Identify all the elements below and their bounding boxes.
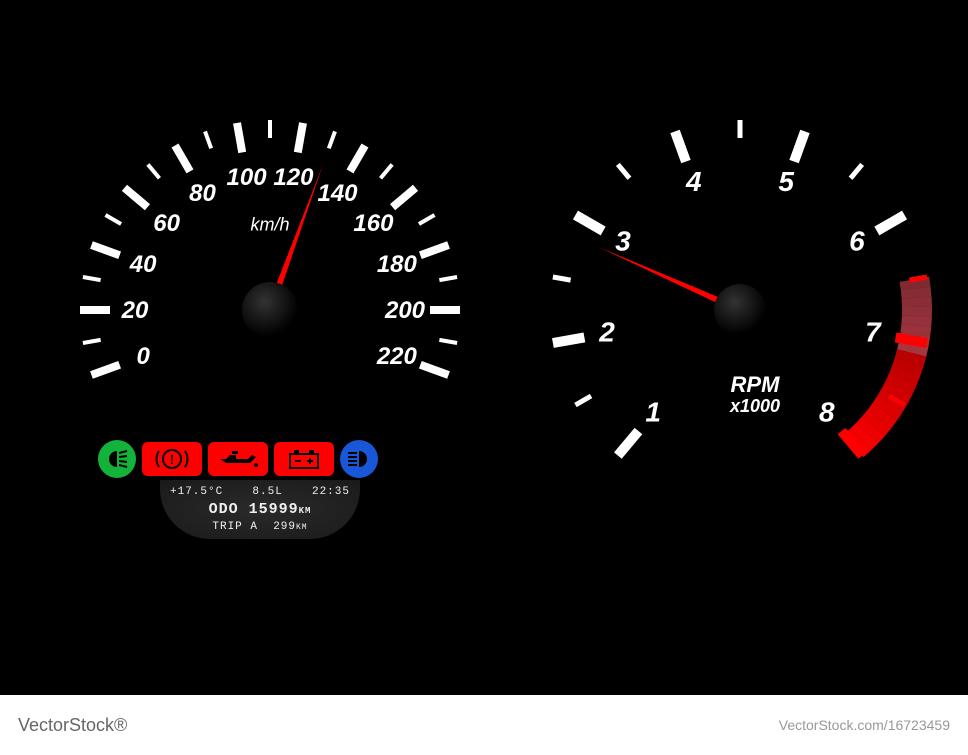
odo-value: 15999	[249, 501, 299, 518]
svg-text:5: 5	[778, 166, 794, 197]
brake-warning-icon: !	[142, 442, 202, 476]
svg-text:1: 1	[645, 396, 661, 427]
footer-brand: VectorStock®	[18, 715, 127, 736]
svg-text:6: 6	[849, 226, 865, 257]
footer-bar: VectorStock® VectorStock.com/16723459	[0, 695, 968, 755]
svg-text:4: 4	[685, 166, 702, 197]
trip-value: 299	[273, 521, 296, 533]
odo-unit: KM	[299, 506, 312, 516]
oil-warning-icon	[208, 442, 268, 476]
svg-text:!: !	[170, 452, 174, 467]
svg-text:140: 140	[317, 180, 358, 207]
svg-text:60: 60	[153, 210, 180, 237]
tachometer-gauge: 1 2 3 4 5 6 7 8 RPM x1000	[530, 80, 950, 500]
odo-label: ODO	[209, 501, 239, 518]
tachometer-hub	[714, 284, 766, 336]
info-display-panel: +17.5°C 8.5L 22:35 ODO 15999KM TRIP A 29…	[160, 480, 360, 539]
low-beam-icon	[98, 440, 136, 478]
battery-warning-icon	[274, 442, 334, 476]
svg-text:220: 220	[376, 343, 418, 370]
svg-text:7: 7	[865, 316, 882, 347]
svg-text:180: 180	[377, 251, 418, 278]
trip-row: TRIP A 299KM	[170, 521, 350, 533]
speedometer-unit: km/h	[250, 215, 289, 236]
trip-label: TRIP A	[212, 521, 258, 533]
svg-text:40: 40	[129, 251, 157, 278]
speedometer-gauge: 0 20 40 60 80 100120140 160 180 200 220 km/h	[60, 60, 480, 480]
svg-text:200: 200	[384, 297, 426, 324]
svg-text:160: 160	[353, 210, 394, 237]
clock-value: 22:35	[312, 486, 350, 498]
svg-text:0: 0	[136, 343, 150, 370]
svg-text:8: 8	[819, 396, 835, 427]
tachometer-unit: RPM x1000	[730, 373, 780, 417]
svg-text:120: 120	[273, 164, 314, 191]
svg-text:80: 80	[189, 180, 216, 207]
temperature-value: +17.5°C	[170, 486, 223, 498]
info-top-row: +17.5°C 8.5L 22:35	[170, 486, 350, 498]
trip-unit: KM	[296, 523, 308, 532]
odometer-row: ODO 15999KM	[170, 501, 350, 518]
svg-text:2: 2	[598, 316, 615, 347]
rpm-multiplier: x1000	[730, 397, 780, 417]
warning-indicator-row: !	[98, 440, 378, 478]
svg-text:20: 20	[121, 297, 149, 324]
fuel-value: 8.5L	[252, 486, 282, 498]
svg-text:100: 100	[227, 164, 268, 191]
svg-text:3: 3	[615, 226, 631, 257]
high-beam-icon	[340, 440, 378, 478]
footer-id: VectorStock.com/16723459	[779, 717, 950, 733]
rpm-label: RPM	[730, 373, 780, 397]
speedometer-hub	[242, 282, 298, 338]
